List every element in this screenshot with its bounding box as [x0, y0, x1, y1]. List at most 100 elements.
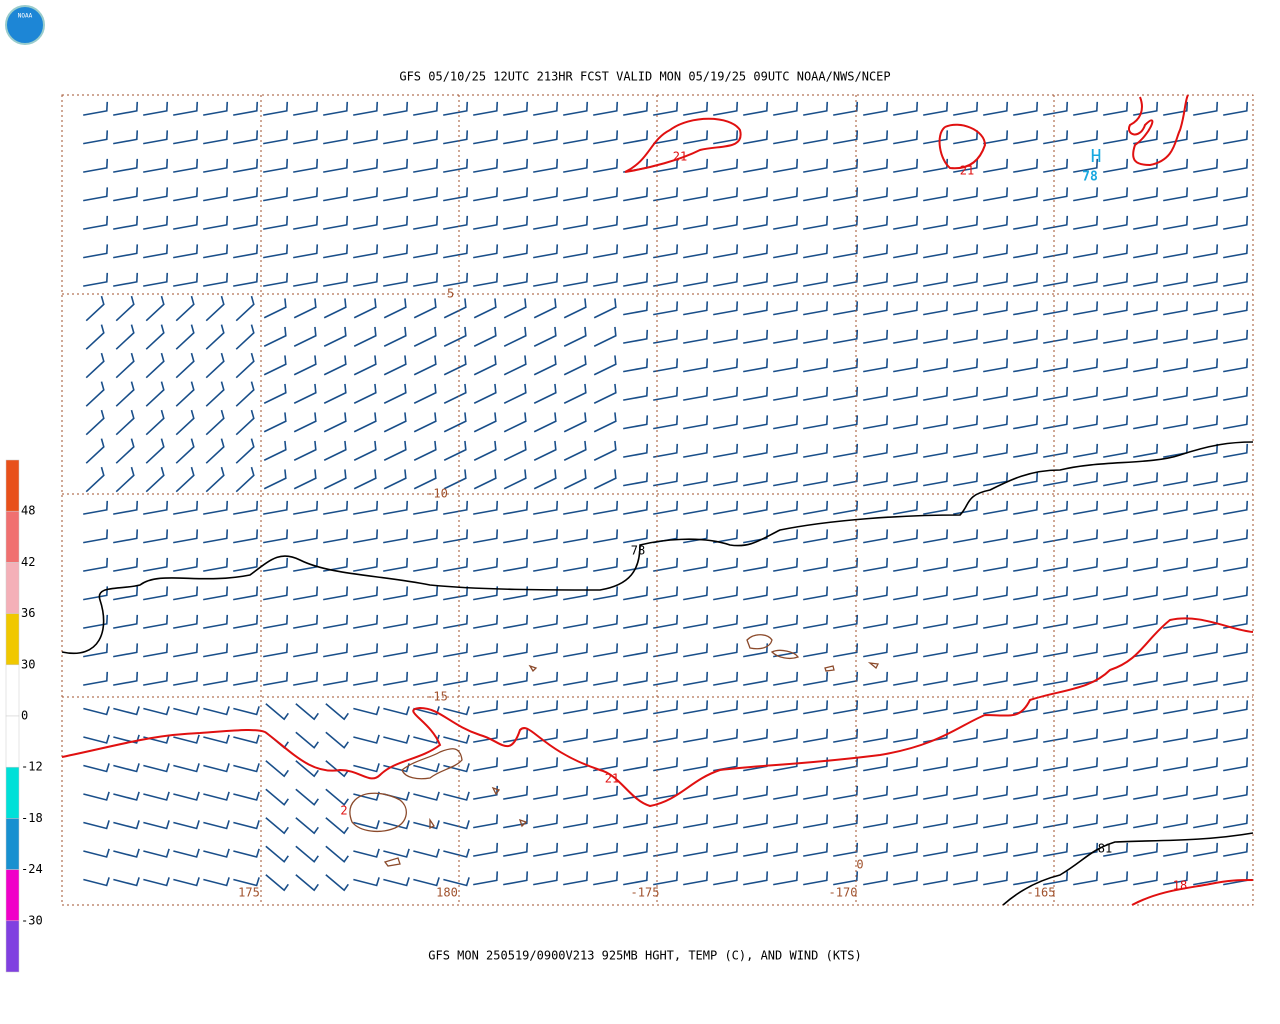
wind-barb	[563, 469, 587, 490]
wind-barb	[203, 272, 229, 287]
wind-barb	[593, 412, 617, 433]
temp-contour	[1128, 94, 1189, 167]
wind-barb	[1163, 557, 1189, 572]
wind-barb	[893, 386, 919, 401]
colorbar-label: -12	[21, 760, 43, 774]
wind-barb	[83, 130, 109, 145]
wind-barb	[713, 671, 739, 686]
wind-barb	[383, 187, 409, 202]
wind-barb	[683, 101, 709, 116]
lat-label: -5	[440, 287, 454, 301]
wind-barb	[743, 415, 769, 430]
temp-contour	[61, 617, 1254, 808]
wind-barb	[773, 329, 799, 344]
wind-barb	[713, 472, 739, 487]
wind-barb	[1013, 215, 1039, 230]
wind-barb	[203, 848, 230, 858]
wind-barb	[265, 817, 289, 835]
wind-barb	[653, 842, 679, 857]
wind-barb	[1073, 785, 1099, 800]
wind-barb	[323, 298, 347, 319]
wind-barb	[563, 298, 587, 319]
wind-barb	[383, 500, 409, 515]
wind-barb	[263, 355, 287, 376]
wind-barb	[863, 187, 889, 202]
wind-barb	[1193, 529, 1219, 544]
wind-barb	[653, 358, 679, 373]
wind-barb	[323, 215, 349, 230]
wind-barb	[443, 791, 470, 801]
wind-barb	[473, 215, 499, 230]
wind-barb	[353, 383, 377, 404]
wind-barb	[833, 130, 859, 145]
wind-barb	[1013, 329, 1039, 344]
wind-barb	[85, 409, 105, 436]
wind-barb	[1073, 329, 1099, 344]
wind-barb	[653, 614, 679, 629]
wind-barb	[353, 298, 377, 319]
wind-barb	[263, 643, 289, 658]
wind-barb	[293, 557, 319, 572]
wind-barb	[893, 785, 919, 800]
wind-barb	[143, 557, 169, 572]
wind-barb	[893, 130, 919, 145]
wind-barb	[953, 671, 979, 686]
wind-barb	[653, 557, 679, 572]
wind-barb	[653, 215, 679, 230]
wind-barb	[235, 352, 255, 379]
wind-barb	[443, 130, 469, 145]
wind-barb	[1103, 244, 1129, 259]
wind-barb	[1223, 557, 1249, 572]
wind-barb	[413, 298, 437, 319]
wind-barb	[233, 272, 259, 287]
wind-barb	[473, 614, 499, 629]
wind-barb	[1133, 301, 1159, 316]
wind-barb	[143, 586, 169, 601]
wind-barb	[683, 443, 709, 458]
wind-barb	[1133, 443, 1159, 458]
wind-barb	[923, 614, 949, 629]
wind-barb	[533, 469, 557, 490]
wind-barb	[803, 415, 829, 430]
wind-barb	[923, 586, 949, 601]
wind-barb	[863, 415, 889, 430]
wind-barb	[1103, 101, 1129, 116]
wind-barb	[503, 842, 529, 857]
colorbar-label: 48	[21, 504, 35, 518]
wind-barb	[593, 757, 619, 772]
wind-barb	[923, 101, 949, 116]
wind-barb	[413, 326, 437, 347]
wind-barb	[1043, 329, 1069, 344]
wind-barb	[233, 187, 259, 202]
wind-barb	[743, 158, 769, 173]
wind-barb	[503, 871, 529, 886]
wind-barb	[503, 440, 527, 461]
wind-barb	[413, 791, 440, 801]
wind-barb	[1013, 757, 1039, 772]
logo-text: NOAA	[18, 13, 33, 20]
wind-barb	[113, 820, 140, 830]
wind-barb	[263, 158, 289, 173]
wind-barb	[203, 529, 229, 544]
wind-barb	[593, 101, 619, 116]
wind-barb	[1163, 301, 1189, 316]
wind-barb	[473, 355, 497, 376]
wind-barb	[1133, 757, 1159, 772]
colorbar-swatch	[5, 510, 20, 563]
contour-label: 18	[1173, 879, 1187, 893]
wind-barb	[113, 734, 140, 744]
wind-barb	[85, 438, 105, 464]
wind-barb	[1043, 614, 1069, 629]
wind-barb	[833, 386, 859, 401]
wind-barb	[923, 301, 949, 316]
wind-barb	[1193, 472, 1219, 487]
wind-barb	[563, 412, 587, 433]
wind-barb	[773, 871, 799, 886]
wind-barb	[443, 614, 469, 629]
wind-barb	[1133, 785, 1159, 800]
wind-barb	[683, 386, 709, 401]
wind-barb	[623, 215, 649, 230]
wind-barb	[683, 671, 709, 686]
wind-barb	[1163, 158, 1189, 173]
wind-barb	[263, 529, 289, 544]
